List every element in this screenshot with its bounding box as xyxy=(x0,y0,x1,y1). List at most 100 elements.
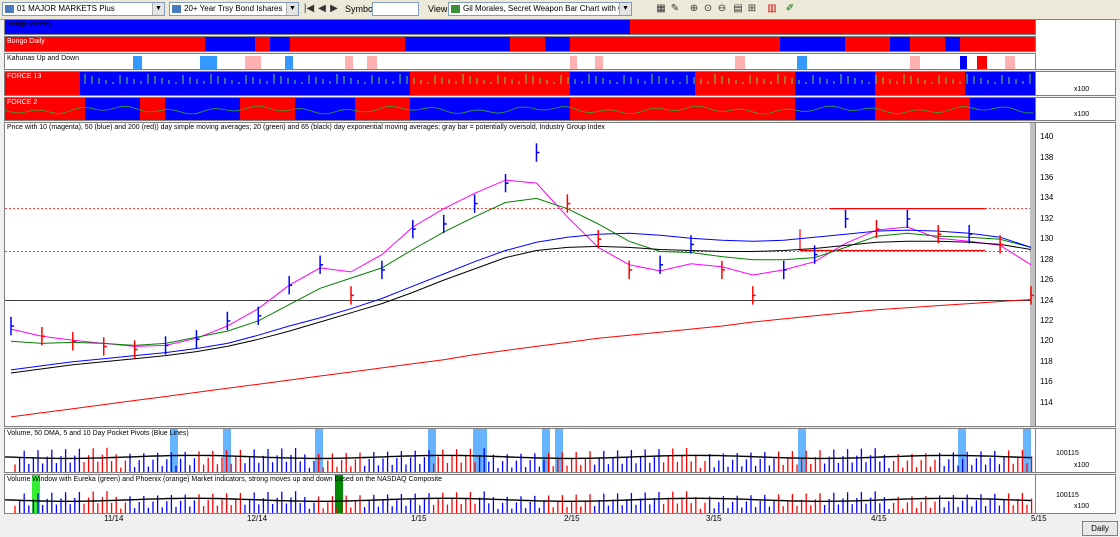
kahunas-signal xyxy=(1005,56,1015,69)
axis-volume: 100115 x100 xyxy=(1036,428,1116,473)
price-axis-tick: 114 xyxy=(1040,397,1053,407)
support-line xyxy=(799,229,985,252)
volume-highlight xyxy=(1023,429,1031,472)
force2-segment xyxy=(85,98,140,120)
annotate-icon[interactable]: ✐ xyxy=(785,3,795,14)
date-axis-label: 1/15 xyxy=(411,514,427,523)
symbol-input[interactable] xyxy=(372,2,419,16)
bongo-daily-segment xyxy=(945,37,960,51)
security-icon xyxy=(172,5,181,13)
bongo-daily-segment xyxy=(290,37,405,51)
volume-highlight xyxy=(958,429,966,472)
volume-panel: Volume, 50 DMA, 5 and 10 Day Pocket Pivo… xyxy=(4,428,1036,473)
force13-panel: FORCE 13 xyxy=(4,71,1036,96)
kahunas-signal xyxy=(570,56,577,69)
bongo-weekly-panel: Bongo Weekly xyxy=(4,19,1036,35)
price-axis-tick: 122 xyxy=(1040,315,1054,325)
view-combo-value: Gil Morales, Secret Weapon Bar Chart wit… xyxy=(463,4,631,13)
toolbar: 01 MAJOR MARKETS Plus ▼ 20+ Year Trsy Bo… xyxy=(0,0,1120,20)
price-axis-tick: 132 xyxy=(1040,213,1054,223)
price-panel: Price with 10 (magenta), 50 (blue) and 2… xyxy=(4,122,1036,427)
kahunas-signal xyxy=(367,56,377,69)
kahunas-panel: Kahunas Up and Down xyxy=(4,53,1036,70)
force2-panel: FORCE 2 xyxy=(4,97,1036,121)
kahunas-signal xyxy=(977,56,987,69)
price-axis-tick: 120 xyxy=(1040,336,1054,346)
kahunas-signal xyxy=(245,56,261,69)
timeframe-button[interactable]: Daily xyxy=(1082,521,1118,536)
chevron-down-icon[interactable]: ▼ xyxy=(286,3,298,15)
zoom-icon[interactable]: ⊙ xyxy=(703,3,713,14)
moving-average-line xyxy=(10,179,1032,347)
bongo-daily-segment xyxy=(780,37,845,51)
kahunas-signal xyxy=(960,56,967,69)
properties-icon[interactable]: ▦ xyxy=(656,3,666,14)
chart-style-icon[interactable]: ▥ xyxy=(767,3,777,14)
crosshair-icon[interactable]: ⊞ xyxy=(747,3,757,14)
axis-volume-window: 100115 x100 xyxy=(1036,474,1116,514)
volume-highlight xyxy=(798,429,806,472)
force2-segment xyxy=(5,98,85,120)
previous-icon[interactable]: ◀ xyxy=(318,3,326,14)
volume-highlight xyxy=(473,429,487,472)
volume-window-chart xyxy=(5,475,1033,513)
symbol-combo[interactable]: 20+ Year Trsy Bond Ishares ▼ xyxy=(169,2,299,16)
force13-strip xyxy=(5,72,1035,95)
date-axis-label: 5/15 xyxy=(1031,514,1047,523)
kahunas-signal xyxy=(285,56,293,69)
force2-segment xyxy=(970,98,1035,120)
bongo-daily-label: Bongo Daily xyxy=(7,38,45,45)
force13-segment xyxy=(695,72,795,95)
zoom-out-icon[interactable]: ⊖ xyxy=(717,3,727,14)
date-axis-label: 2/15 xyxy=(564,514,580,523)
kahunas-signal xyxy=(595,56,603,69)
volume-axis-value: 100115 xyxy=(1056,450,1079,457)
first-record-icon[interactable]: |◀ xyxy=(303,3,315,14)
date-axis-label: 12/14 xyxy=(247,514,268,523)
bongo-weekly-segment xyxy=(630,20,1035,34)
volume-highlight xyxy=(555,429,563,472)
volume-highlight xyxy=(542,429,550,472)
force13-segment xyxy=(795,72,875,95)
force2-line xyxy=(5,105,1034,115)
bongo-daily-segment xyxy=(845,37,890,51)
price-axis-tick: 136 xyxy=(1040,173,1054,183)
volume-window-axis-unit: x100 xyxy=(1074,503,1090,510)
view-combo[interactable]: Gil Morales, Secret Weapon Bar Chart wit… xyxy=(448,2,632,16)
edit-icon[interactable]: ✎ xyxy=(670,3,680,14)
bongo-daily-segment xyxy=(960,37,1035,51)
bongo-daily-strip xyxy=(5,37,1035,51)
kahunas-signal xyxy=(735,56,745,69)
volume-axis-unit: x100 xyxy=(1074,462,1090,469)
force2-strip xyxy=(5,98,1035,120)
force2-segment xyxy=(165,98,240,120)
force2-segment xyxy=(140,98,165,120)
moving-average-line xyxy=(10,229,1032,371)
chevron-down-icon[interactable]: ▼ xyxy=(619,3,631,15)
force2-segment xyxy=(355,98,410,120)
chart-icon xyxy=(451,5,460,13)
price-panel-label: Price with 10 (magenta), 50 (blue) and 2… xyxy=(7,124,605,131)
force2-label: FORCE 2 xyxy=(7,99,38,106)
watchlist-combo-value: 01 MAJOR MARKETS Plus xyxy=(17,4,115,13)
force2-segment xyxy=(795,98,875,120)
volume-highlight xyxy=(428,429,436,472)
kahunas-label: Kahunas Up and Down xyxy=(7,55,79,62)
chevron-down-icon[interactable]: ▼ xyxy=(152,3,164,15)
next-icon[interactable]: ▶ xyxy=(330,3,338,14)
view-label: View: xyxy=(428,4,450,14)
list-icon xyxy=(5,5,14,13)
moving-average-line xyxy=(10,197,1032,346)
bongo-daily-segment xyxy=(545,37,570,51)
watchlist-combo[interactable]: 01 MAJOR MARKETS Plus ▼ xyxy=(2,2,165,16)
grid-icon[interactable]: ▤ xyxy=(733,3,743,14)
force13-segment xyxy=(875,72,965,95)
bongo-daily-segment xyxy=(910,37,945,51)
force13-segment xyxy=(410,72,570,95)
axis-force2: x100 xyxy=(1036,97,1116,121)
volume-highlight xyxy=(170,429,178,472)
bongo-daily-segment xyxy=(270,37,290,51)
date-axis-label: 11/14 xyxy=(104,514,124,523)
zoom-in-icon[interactable]: ⊕ xyxy=(689,3,699,14)
force2-segment xyxy=(875,98,970,120)
